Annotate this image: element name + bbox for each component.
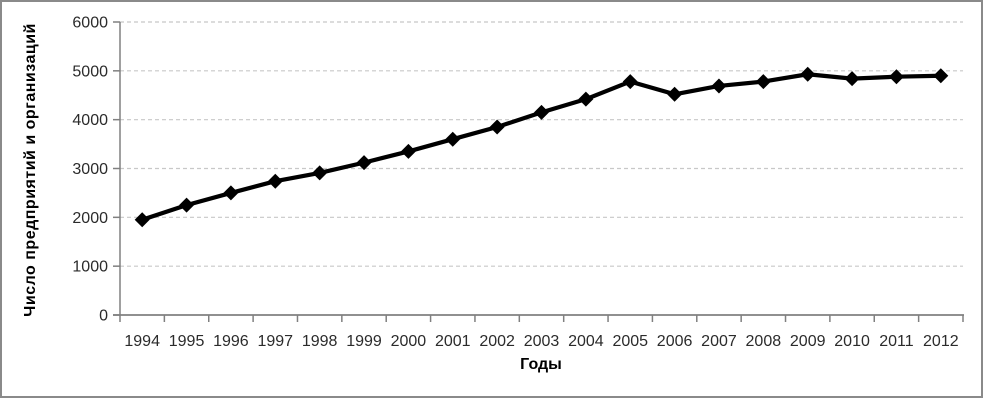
y-axis-title: Число предприятий и организаций	[22, 23, 39, 317]
data-point-marker	[445, 131, 461, 147]
data-point-marker	[223, 185, 239, 201]
x-tick-label: 1995	[169, 333, 205, 350]
y-tick-label: 5000	[72, 63, 108, 80]
x-tick-label: 1999	[346, 333, 382, 350]
x-tick-label: 2008	[746, 333, 782, 350]
data-point-marker	[179, 197, 195, 213]
x-tick-label: 1994	[124, 333, 160, 350]
data-point-marker	[267, 173, 283, 189]
y-tick-label: 2000	[72, 210, 108, 227]
x-tick-label: 1997	[257, 333, 293, 350]
x-tick-label: 1996	[213, 333, 249, 350]
data-point-marker	[844, 71, 860, 87]
x-tick-label: 2012	[923, 333, 959, 350]
data-point-marker	[312, 165, 328, 181]
data-point-marker	[933, 68, 949, 84]
x-tick-label: 2002	[479, 333, 515, 350]
data-point-marker	[489, 119, 505, 135]
data-point-marker	[534, 104, 549, 120]
x-tick-label: 1998	[302, 333, 338, 350]
x-tick-label: 2007	[701, 333, 737, 350]
data-point-marker	[755, 74, 771, 90]
x-tick-label: 2004	[568, 333, 604, 350]
data-point-marker	[622, 74, 638, 90]
x-axis-title: Годы	[520, 356, 562, 373]
y-tick-label: 3000	[72, 161, 108, 178]
data-point-marker	[134, 212, 150, 228]
y-tick-label: 6000	[72, 15, 108, 32]
data-point-marker	[888, 69, 904, 85]
data-point-marker	[667, 86, 683, 102]
x-tick-label: 2006	[657, 333, 693, 350]
data-series-line	[140, 72, 943, 222]
x-tick-label: 2001	[435, 333, 471, 350]
data-point-marker	[356, 155, 372, 171]
y-tick-label: 0	[99, 308, 108, 325]
x-tick-label: 2005	[612, 333, 648, 350]
x-tick-label: 2009	[790, 333, 826, 350]
x-tick-label: 2011	[879, 333, 914, 350]
data-point-marker	[400, 143, 416, 159]
data-point-marker	[578, 91, 594, 107]
x-tick-label: 2003	[524, 333, 560, 350]
x-tick-label: 2010	[834, 333, 870, 350]
data-point-marker	[800, 66, 816, 82]
x-tick-label: 2000	[391, 333, 427, 350]
y-tick-label: 1000	[72, 259, 108, 276]
y-tick-label: 4000	[72, 112, 108, 129]
data-point-marker	[711, 78, 727, 94]
